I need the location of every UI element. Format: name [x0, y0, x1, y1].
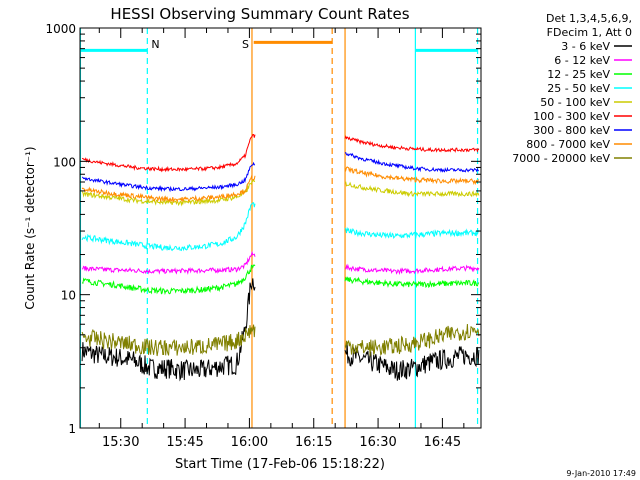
y-tick-label-100: 100 — [53, 155, 76, 169]
series-line-4-segment-1 — [344, 181, 480, 198]
series-line-3-segment-0 — [81, 202, 256, 252]
y-axis-label: Count Rate (s⁻¹ detector⁻¹) — [23, 146, 37, 309]
legend-entry-8: 7000 - 20000 keV — [512, 152, 610, 165]
series-line-0-segment-1 — [344, 343, 480, 381]
legend-header-0: Det 1,3,4,5,6,9, — [546, 12, 632, 25]
axes: 1 10 100 1000 15:30 15:45 16:00 16:15 16:30 16:45 — [45, 22, 481, 450]
legend-entry-5: 100 - 300 keV — [533, 110, 610, 123]
y-tick-label-1: 1 — [68, 422, 76, 436]
series-line-1-segment-0 — [81, 250, 256, 275]
series-line-1-segment-1 — [345, 263, 480, 276]
legend-entry-6: 300 - 800 keV — [533, 124, 610, 137]
legend-entry-1: 6 - 12 keV — [554, 54, 610, 67]
series-line-5-segment-1 — [344, 135, 480, 154]
y-tick-label-1000: 1000 — [45, 22, 76, 36]
series-line-2-segment-0 — [81, 264, 256, 296]
legend-entry-4: 50 - 100 keV — [540, 96, 610, 109]
series-line-7-segment-0 — [81, 174, 256, 204]
timestamp: 9-Jan-2010 17:49 — [566, 469, 636, 478]
x-tick-label-0: 15:30 — [102, 435, 139, 450]
legend: Det 1,3,4,5,6,9,FDecim 1, Att 03 - 6 keV… — [512, 12, 632, 165]
legend-entry-2: 12 - 25 keV — [547, 68, 610, 81]
legend-entry-3: 25 - 50 keV — [547, 82, 610, 95]
marker-label-S: S — [242, 38, 249, 51]
series-line-2-segment-1 — [344, 276, 480, 289]
series-line-4-segment-0 — [81, 178, 256, 207]
x-tick-label-2: 16:00 — [231, 435, 268, 450]
legend-header-1: FDecim 1, Att 0 — [547, 26, 632, 39]
series-line-3-segment-1 — [344, 226, 480, 240]
legend-entry-7: 800 - 7000 keV — [526, 138, 610, 151]
series-line-8-segment-0 — [81, 324, 256, 357]
series-line-5-segment-0 — [81, 133, 256, 173]
x-tick-label-3: 16:15 — [295, 435, 332, 450]
x-tick-label-5: 16:45 — [424, 435, 461, 450]
series-line-7-segment-1 — [344, 166, 480, 186]
x-tick-label-4: 16:30 — [359, 435, 396, 450]
series-lines — [81, 133, 480, 382]
marker-label-N: N — [151, 38, 159, 51]
series-line-6-segment-1 — [344, 152, 480, 173]
series-line-0-segment-0 — [81, 278, 256, 382]
series-line-6-segment-0 — [81, 161, 256, 193]
series-line-8-segment-1 — [344, 323, 480, 357]
x-tick-label-1: 15:45 — [166, 435, 203, 450]
x-axis-label: Start Time (17-Feb-06 15:18:22) — [175, 457, 385, 472]
legend-entry-0: 3 - 6 keV — [561, 40, 610, 53]
plot-frame — [79, 27, 482, 429]
chart-title: HESSI Observing Summary Count Rates — [110, 5, 409, 23]
y-tick-label-10: 10 — [61, 289, 76, 303]
